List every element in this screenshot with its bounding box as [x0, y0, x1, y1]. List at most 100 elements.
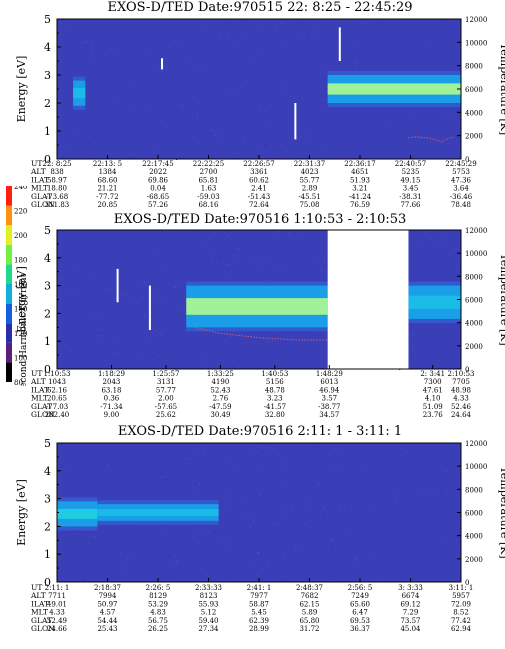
speckle [150, 60, 152, 62]
colorbar-swatch [6, 186, 12, 206]
speckle [242, 148, 244, 151]
speckle [444, 248, 447, 250]
speckle [279, 270, 281, 273]
panel-title: EXOS-D/TED Date:970515 22: 8:25 - 22:45:… [107, 0, 413, 15]
speckle [176, 108, 179, 111]
speckle [78, 292, 80, 295]
speckle [163, 22, 166, 24]
speckle [79, 486, 81, 488]
speckle [128, 553, 130, 555]
speckle [401, 556, 403, 558]
speckle [294, 480, 296, 482]
speckle [214, 250, 216, 252]
table-cell: 55.77 [299, 176, 319, 184]
speckle [355, 61, 358, 63]
speckle [322, 141, 324, 143]
speckle [94, 19, 96, 21]
speckle [138, 352, 140, 354]
speckle [272, 339, 274, 342]
speckle [236, 152, 238, 154]
speckle [199, 449, 202, 452]
table-cell: 18.80 [47, 185, 67, 193]
speckle [262, 501, 265, 504]
speckle [295, 19, 297, 21]
speckle [351, 33, 353, 35]
table-cell: 3131 [157, 378, 175, 386]
speckle [184, 555, 186, 557]
speckle [334, 447, 337, 450]
table-cell: 7994 [99, 592, 117, 600]
speckle [106, 288, 108, 290]
table-cell: 28.99 [249, 625, 269, 633]
speckle [161, 549, 163, 551]
table-cell: 36.37 [350, 625, 370, 633]
speckle [234, 523, 236, 525]
speckle [272, 524, 275, 526]
speckle [322, 515, 324, 517]
speckle [420, 241, 422, 243]
speckle [433, 23, 435, 25]
speckle [89, 318, 91, 320]
table-cell: 1043 [48, 378, 66, 386]
speckle [337, 468, 339, 471]
speckle [247, 93, 249, 96]
table-cell: -36.46 [450, 193, 473, 201]
speckle [257, 273, 259, 276]
speckle [238, 359, 241, 361]
speckle [371, 148, 373, 150]
speckle [280, 511, 282, 513]
speckle [94, 492, 96, 495]
speckle [132, 109, 134, 111]
y-tick-label: 1 [44, 125, 51, 138]
speckle [267, 565, 270, 567]
colorbar-swatch [6, 205, 12, 226]
speckle [135, 312, 138, 314]
speckle [223, 515, 225, 517]
speckle [296, 157, 298, 160]
table-cell: 3:11: 1 [449, 584, 474, 592]
speckle [218, 556, 220, 558]
speckle [360, 67, 362, 69]
speckle [163, 27, 166, 29]
speckle [306, 573, 308, 575]
speckle [115, 538, 118, 541]
speckle [442, 142, 444, 144]
speckle [315, 444, 317, 446]
speckle [273, 335, 275, 337]
y2-tick-label: 6000 [465, 510, 483, 518]
table-cell: 27.34 [198, 625, 219, 633]
speckle [428, 42, 431, 44]
speckle [205, 359, 207, 361]
speckle [262, 477, 264, 479]
y2-tick-label: 2000 [465, 133, 483, 141]
table-row-label: ALT [30, 377, 46, 386]
speckle [456, 269, 459, 271]
table-cell: 46.94 [319, 386, 340, 394]
speckle [166, 126, 168, 128]
speckle [298, 236, 300, 238]
speckle [189, 256, 192, 258]
table-cell: 5957 [452, 592, 470, 600]
speckle [148, 569, 150, 571]
colorbar-tick-label: 180 [14, 257, 27, 265]
speckle [415, 261, 418, 263]
speckle [86, 487, 88, 489]
table-cell: 3.57 [322, 395, 338, 403]
speckle [247, 243, 249, 245]
speckle [138, 453, 140, 455]
table-row-label: MLT [31, 184, 48, 193]
y2-tick-label: 12000 [465, 227, 487, 235]
speckle [93, 122, 95, 125]
speckle [327, 561, 329, 563]
speckle [362, 521, 364, 523]
colorbar-ticks: 80 100 120 140 160 180 200 220 240 [14, 186, 27, 386]
speckle [125, 156, 128, 159]
table-cell: 48.78 [265, 386, 285, 394]
table-cell: 3.45 [403, 185, 419, 193]
y2-tick-label: 4000 [465, 533, 483, 541]
speckle [457, 274, 460, 276]
speckle [281, 22, 283, 24]
speckle [226, 459, 228, 462]
speckle [144, 455, 147, 457]
speckle [92, 38, 94, 41]
